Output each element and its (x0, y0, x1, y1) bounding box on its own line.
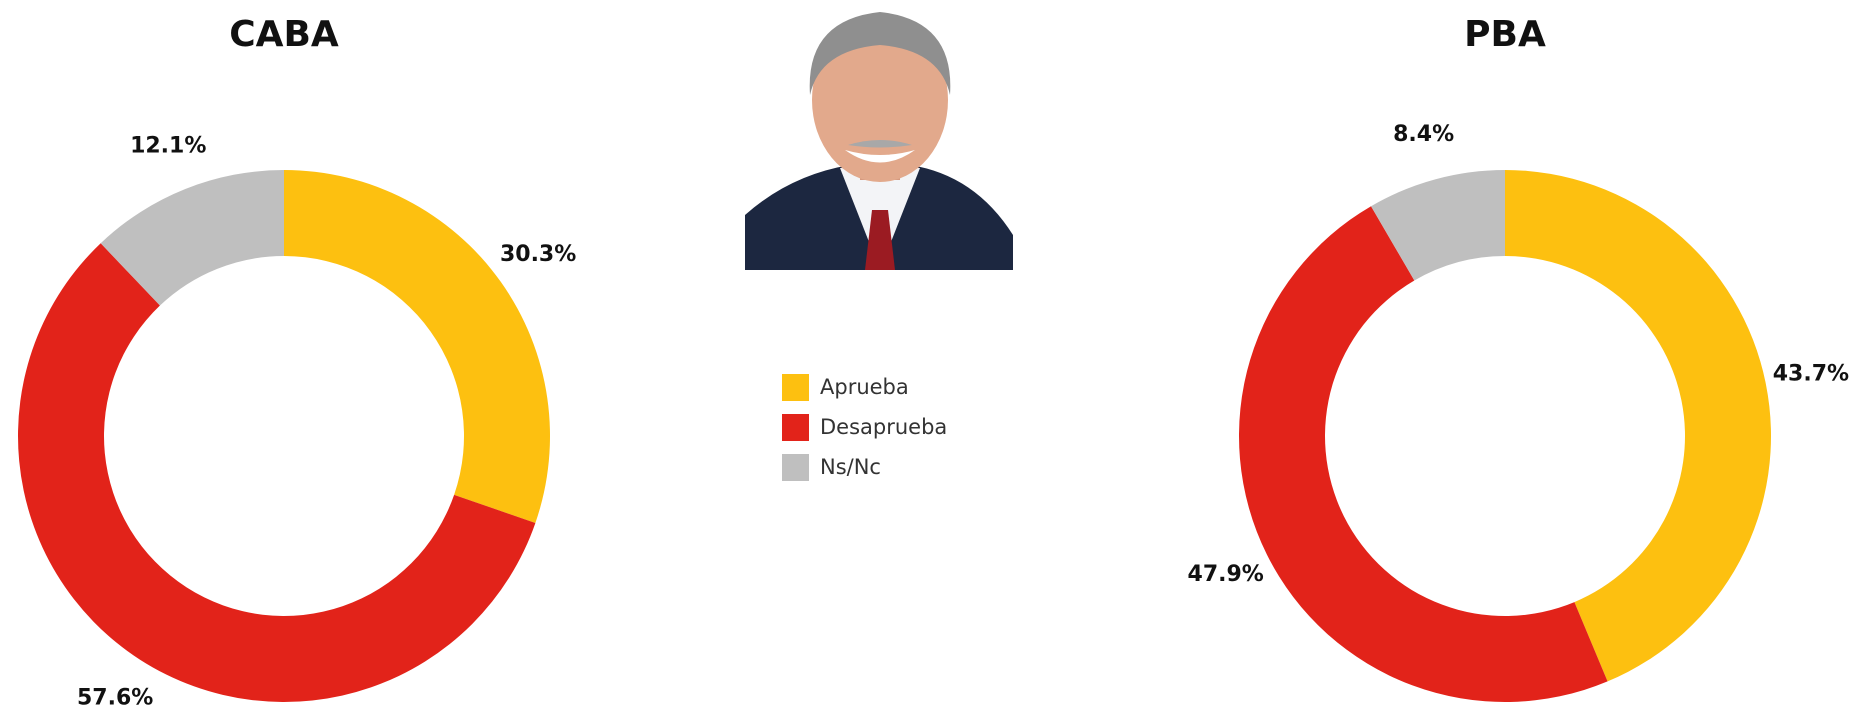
legend-swatch (782, 454, 809, 481)
value-label: 43.7% (1773, 362, 1849, 387)
value-label: 57.6% (77, 685, 153, 706)
legend-label: Desaprueba (820, 415, 947, 439)
value-label: 8.4% (1393, 122, 1454, 147)
charts: CABA 30.3% 57.6% 12.1% PBA 43.7% 47.9% 8.4% (18, 14, 1849, 706)
value-label: 47.9% (1188, 562, 1264, 587)
chart-title: PBA (1464, 14, 1546, 55)
legend-label: Ns/Nc (820, 455, 881, 479)
donut-slice (100, 170, 284, 306)
legend-label: Aprueba (820, 375, 909, 399)
donut-slice (1371, 170, 1505, 281)
portrait (745, 0, 1013, 270)
legend-swatch (782, 374, 809, 401)
donut-slice (284, 170, 550, 523)
chart-title: CABA (229, 14, 339, 55)
donut-slice (1505, 170, 1772, 682)
value-label: 12.1% (130, 133, 206, 158)
donut-slice (18, 243, 536, 703)
value-label: 30.3% (500, 242, 576, 267)
legend: Aprueba Desaprueba Ns/Nc (782, 374, 947, 481)
legend-swatch (782, 414, 809, 441)
donut-slice (1238, 206, 1608, 703)
